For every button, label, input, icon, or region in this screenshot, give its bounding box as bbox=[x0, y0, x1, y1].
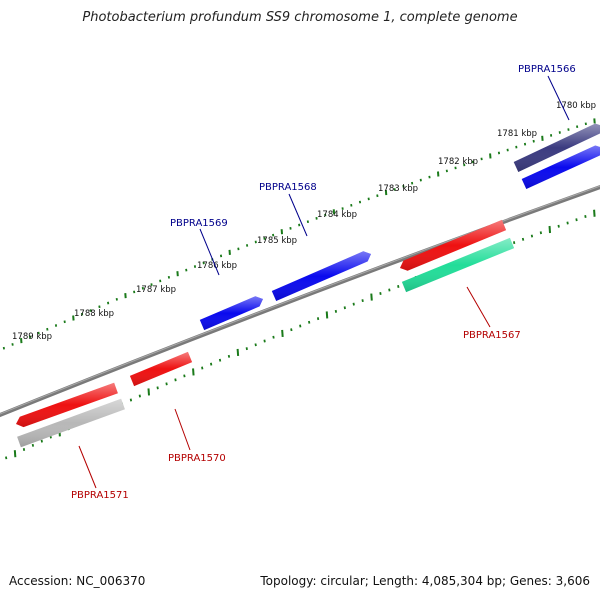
inner-tick bbox=[290, 328, 293, 332]
scale-label: 1782 kbp bbox=[438, 157, 478, 167]
inner-tick bbox=[192, 368, 195, 376]
inner-tick bbox=[227, 354, 231, 358]
inner-tick bbox=[370, 293, 373, 301]
gene-g1566-arrow[interactable] bbox=[513, 123, 600, 172]
chromosome-backbone bbox=[0, 184, 600, 418]
inner-tick bbox=[530, 234, 534, 238]
inner-tick bbox=[539, 231, 543, 235]
gene-label-g1570[interactable]: PBPRA1570 bbox=[168, 453, 226, 464]
scale-label: 1785 kbp bbox=[257, 236, 297, 246]
inner-tick bbox=[254, 343, 257, 347]
chromosome-backbone-highlight bbox=[0, 185, 600, 415]
inner-tick bbox=[40, 439, 43, 443]
inner-tick bbox=[22, 448, 26, 451]
gene-features bbox=[16, 123, 600, 448]
inner-tick bbox=[361, 299, 364, 303]
scale-label: 1783 kbp bbox=[378, 184, 418, 194]
inner-tick bbox=[548, 225, 552, 234]
inner-tick bbox=[138, 394, 141, 398]
inner-tick bbox=[397, 285, 400, 288]
scale-label: 1784 kbp bbox=[317, 210, 357, 220]
inner-tick bbox=[236, 348, 240, 357]
inner-tick bbox=[5, 456, 8, 460]
inner-tick bbox=[566, 221, 569, 225]
scale-label: 1781 kbp bbox=[497, 129, 537, 139]
gene-g1569-arrow[interactable] bbox=[199, 296, 263, 331]
scale-label: 1789 kbp bbox=[12, 332, 52, 342]
gene-label-g1571[interactable]: PBPRA1571 bbox=[71, 490, 129, 501]
inner-tick bbox=[325, 311, 329, 319]
inner-tick bbox=[575, 218, 578, 222]
gene-g1567b-arrow[interactable] bbox=[401, 237, 515, 293]
inner-tick bbox=[129, 398, 133, 402]
gene-leader-line bbox=[78, 445, 97, 489]
inner-tick bbox=[281, 329, 284, 338]
inner-tick bbox=[343, 306, 346, 310]
gene-g1571b-arrow[interactable] bbox=[17, 398, 125, 448]
inner-tick bbox=[379, 292, 382, 295]
gene-label-g1569[interactable]: PBPRA1569 bbox=[170, 218, 228, 229]
inner-tick bbox=[299, 324, 302, 328]
inner-tick bbox=[218, 358, 222, 362]
inner-tick bbox=[31, 443, 35, 447]
inner-tick bbox=[183, 374, 186, 378]
gene-g1568-arrow[interactable] bbox=[271, 251, 371, 301]
gene-leader-line bbox=[174, 408, 191, 451]
inner-tick bbox=[147, 388, 150, 396]
inner-tick bbox=[557, 224, 560, 228]
gene-leader-line bbox=[547, 75, 570, 121]
scale-label: 1787 kbp bbox=[136, 285, 176, 295]
outer-tick-ring bbox=[2, 118, 596, 350]
inner-tick bbox=[156, 386, 159, 390]
inner-tick bbox=[334, 309, 338, 313]
inner-tick bbox=[512, 241, 516, 245]
scale-label: 1788 kbp bbox=[74, 309, 114, 319]
gene-leader-line bbox=[199, 228, 220, 276]
inner-tick bbox=[245, 347, 248, 351]
scale-labels: 1780 kbp 1781 kbp 1782 kbp 1783 kbp 1784 kbp… bbox=[12, 101, 596, 342]
scale-label: 1786 kbp bbox=[197, 261, 237, 271]
inner-tick bbox=[388, 288, 391, 292]
scale-label: 1780 kbp bbox=[556, 101, 596, 111]
gene-g1567-arrow[interactable] bbox=[400, 219, 507, 271]
genome-summary: Topology: circular; Length: 4,085,304 bp… bbox=[260, 574, 590, 588]
gene-labels: PBPRA1566 PBPRA1567 PBPRA1568 PBPRA1569 PBPR… bbox=[71, 64, 576, 501]
gene-leader-line bbox=[288, 193, 308, 237]
inner-tick bbox=[352, 302, 355, 306]
inner-tick bbox=[13, 450, 17, 458]
gene-g1571-arrow[interactable] bbox=[16, 382, 118, 428]
inner-tick bbox=[584, 215, 587, 218]
gene-leader-line bbox=[466, 286, 491, 328]
inner-tick bbox=[316, 317, 320, 321]
gene-g1570-arrow[interactable] bbox=[129, 351, 193, 387]
gene-label-g1568[interactable]: PBPRA1568 bbox=[259, 182, 317, 193]
inner-tick bbox=[209, 362, 213, 366]
inner-tick bbox=[201, 366, 204, 370]
accession-label: Accession: NC_006370 bbox=[9, 574, 146, 588]
gene-label-g1566[interactable]: PBPRA1566 bbox=[518, 64, 576, 75]
map-title: Photobacterium profundum SS9 chromosome … bbox=[82, 10, 518, 25]
gene-g1566b-arrow[interactable] bbox=[521, 145, 600, 190]
inner-tick bbox=[165, 382, 168, 386]
inner-tick bbox=[272, 335, 275, 339]
gene-label-g1567[interactable]: PBPRA1567 bbox=[463, 330, 521, 341]
inner-tick bbox=[263, 339, 266, 343]
inner-tick bbox=[308, 320, 311, 324]
inner-tick bbox=[521, 237, 525, 241]
inner-tick bbox=[593, 209, 596, 217]
inner-tick bbox=[174, 378, 177, 382]
